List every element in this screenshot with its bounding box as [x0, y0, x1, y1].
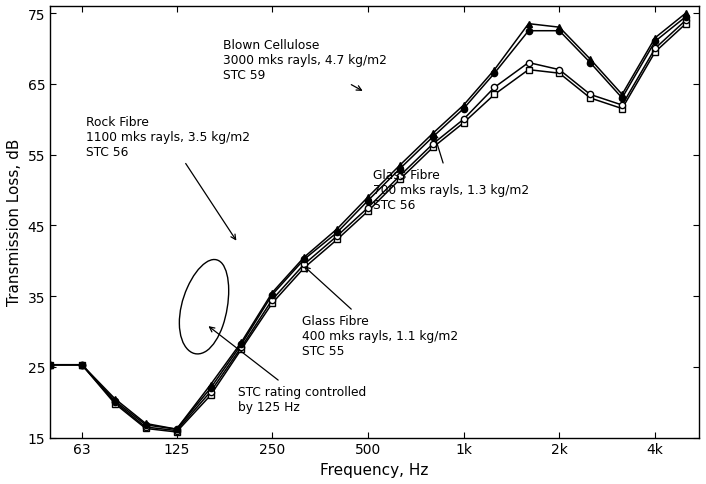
X-axis label: Frequency, Hz: Frequency, Hz	[321, 462, 429, 477]
Text: Rock Fibre
1100 mks rayls, 3.5 kg/m2
STC 56: Rock Fibre 1100 mks rayls, 3.5 kg/m2 STC…	[86, 116, 250, 240]
Text: Glass Fibre
700 mks rayls, 1.3 kg/m2
STC 56: Glass Fibre 700 mks rayls, 1.3 kg/m2 STC…	[373, 135, 530, 212]
Y-axis label: Transmission Loss, dB: Transmission Loss, dB	[7, 139, 22, 306]
Text: STC rating controlled
by 125 Hz: STC rating controlled by 125 Hz	[210, 327, 366, 413]
Text: Blown Cellulose
3000 mks rayls, 4.7 kg/m2
STC 59: Blown Cellulose 3000 mks rayls, 4.7 kg/m…	[223, 38, 387, 91]
Text: Glass Fibre
400 mks rayls, 1.1 kg/m2
STC 55: Glass Fibre 400 mks rayls, 1.1 kg/m2 STC…	[302, 268, 458, 357]
